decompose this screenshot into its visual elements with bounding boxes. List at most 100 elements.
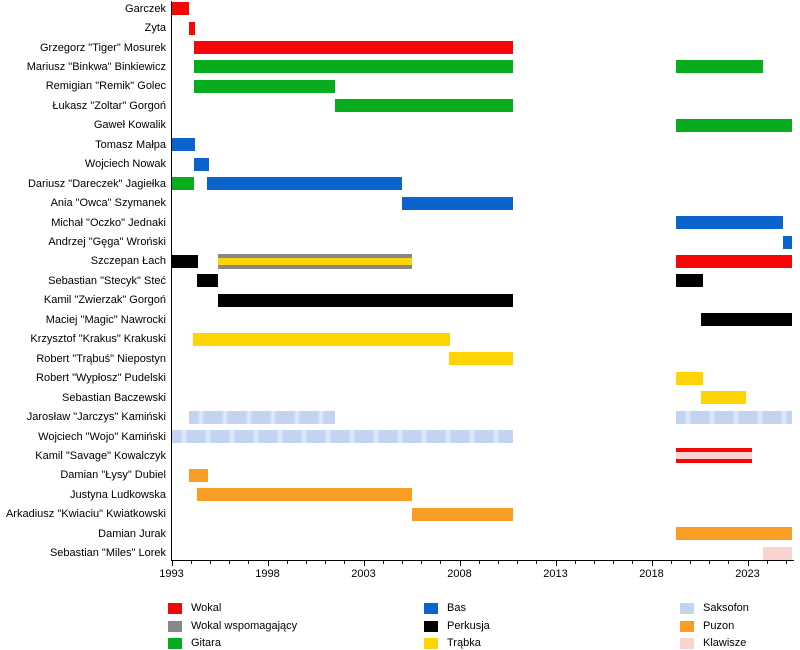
minor-tick <box>421 560 423 564</box>
timeline-bar-wokal <box>188 21 195 35</box>
timeline-bar-trabka <box>675 371 704 385</box>
tick-label: 2003 <box>351 567 376 580</box>
member-label: Mariusz "Binkwa" Binkiewicz <box>26 60 166 73</box>
member-label: Dariusz "Dareczek" Jagiełka <box>27 177 166 190</box>
minor-tick <box>728 560 730 564</box>
timeline-bar-bas <box>675 216 784 230</box>
timeline-bar-gitara <box>334 99 514 113</box>
major-tick <box>267 560 269 566</box>
tick-label: 2023 <box>735 567 760 580</box>
legend-label-gitara: Gitara <box>191 637 221 649</box>
minor-tick <box>209 560 211 564</box>
member-label: Sebastian "Stecyk" Steć <box>48 274 166 287</box>
minor-tick <box>382 560 384 564</box>
timeline-bar-saksofon <box>171 430 514 443</box>
member-label: Andrzej "Gęga" Wroński <box>48 236 166 248</box>
timeline-bar-wokal <box>675 254 792 268</box>
member-label: Krzysztof "Krakus" Krakuski <box>30 333 166 346</box>
tick-label: 1993 <box>159 567 184 580</box>
timeline-bar-gitara <box>193 60 514 74</box>
timeline-bar-perkusja <box>701 313 792 327</box>
legend-label-trabka: Trąbka <box>447 637 481 649</box>
legend-label-puzon: Puzon <box>703 619 735 632</box>
timeline-bar-wokal <box>171 2 189 16</box>
member-label: Wojciech "Wojo" Kamiński <box>38 430 166 443</box>
member-label: Gaweł Kowalik <box>93 119 166 132</box>
legend-swatch-trabka <box>424 638 438 649</box>
legend-label-klawisze: Klawisze <box>703 637 747 649</box>
legend-label-wokal-wspomagajacy: Wokal wspomagający <box>191 619 298 632</box>
minor-tick <box>785 560 787 564</box>
minor-tick <box>766 560 768 564</box>
tick-label: 2008 <box>447 567 472 580</box>
minor-tick <box>709 560 711 564</box>
member-label: Tomasz Małpa <box>95 138 166 151</box>
timeline-bar-bas <box>171 138 195 152</box>
major-tick <box>747 560 749 566</box>
minor-tick <box>497 560 499 564</box>
minor-tick <box>670 560 672 564</box>
major-tick <box>555 560 557 566</box>
major-tick <box>459 560 461 566</box>
legend-swatch-gitara <box>168 638 182 649</box>
timeline-bar-gitara <box>171 177 194 191</box>
member-label: Garczek <box>125 2 166 15</box>
minor-tick <box>517 560 519 564</box>
timeline-bar-bas <box>207 177 402 191</box>
legend-swatch-bas <box>424 603 438 614</box>
timeline-bar-puzon <box>188 468 208 482</box>
timeline-bar-perkusja <box>217 293 514 307</box>
timeline-bar-bas <box>401 196 514 210</box>
timeline-bar-perkusja <box>197 274 218 288</box>
timeline-bar-gitara <box>675 60 763 74</box>
member-label: Damian Jurak <box>98 527 166 540</box>
member-label: Grzegorz "Tiger" Mosurek <box>40 41 166 54</box>
tick-label: 2013 <box>543 567 568 580</box>
x-axis-line <box>170 559 794 561</box>
major-tick <box>651 560 653 566</box>
minor-tick <box>248 560 250 564</box>
member-label: Michał "Oczko" Jednaki <box>51 216 166 229</box>
member-label: Zyta <box>144 22 166 35</box>
timeline-bar-saksofon <box>188 410 335 424</box>
member-label: Kamil "Zwierzak" Gorgoń <box>43 294 166 307</box>
minor-tick <box>325 560 327 564</box>
timeline-bar-wokal-klawisze <box>675 448 753 464</box>
member-label: Justyna Ludkowska <box>70 488 166 501</box>
member-label: Robert "Trąbuś" Niepostyn <box>36 352 166 365</box>
legend-swatch-saksofon <box>680 603 694 614</box>
timeline-bar-gitara <box>193 79 335 93</box>
minor-tick <box>286 560 288 564</box>
y-axis-line <box>170 1 172 560</box>
member-label: Łukasz "Zoltar" Gorgoń <box>52 99 166 112</box>
legend-swatch-wokal-wspomagajacy <box>168 620 182 632</box>
timeline-bar-perkusja <box>675 274 704 288</box>
minor-tick <box>536 560 538 564</box>
minor-tick <box>478 560 480 564</box>
timeline-bar-bas <box>783 235 792 249</box>
timeline-bar-puzon <box>411 507 514 521</box>
member-label: Szczepan Łach <box>90 255 166 268</box>
member-label: Arkadiusz "Kwiaciu" Kwiatkowski <box>5 508 166 521</box>
legend-label-saksofon: Saksofon <box>703 602 749 614</box>
minor-tick <box>593 560 595 564</box>
legend-swatch-wokal <box>168 603 182 614</box>
legend-swatch-perkusja <box>424 620 438 632</box>
legend-swatch-klawisze <box>680 638 694 649</box>
legend-label-bas: Bas <box>447 602 466 614</box>
minor-tick <box>613 560 615 564</box>
timeline-bar-bas <box>193 157 209 171</box>
timeline-bar-puzon <box>197 488 413 502</box>
member-label: Ania "Owca" Szymanek <box>50 197 166 210</box>
minor-tick <box>632 560 634 564</box>
minor-tick <box>440 560 442 564</box>
member-label: Maciej "Magic" Nawrocki <box>45 313 166 326</box>
member-label: Sebastian "Miles" Lorek <box>49 547 166 560</box>
legend-label-wokal: Wokal <box>191 602 222 614</box>
member-label: Kamil "Savage" Kowalczyk <box>35 449 166 462</box>
timeline-bar-trabka <box>448 352 514 366</box>
minor-tick <box>229 560 231 564</box>
minor-tick <box>344 560 346 564</box>
legend-label-perkusja: Perkusja <box>447 619 490 632</box>
